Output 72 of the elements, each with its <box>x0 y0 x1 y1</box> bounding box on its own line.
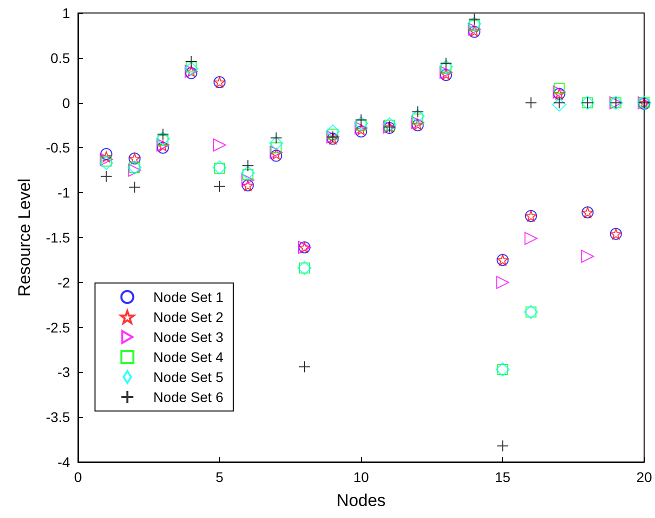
point <box>99 156 114 170</box>
point <box>240 166 255 180</box>
point <box>214 180 226 192</box>
y-tick-label: -3.5 <box>46 409 70 426</box>
point <box>552 98 566 112</box>
point <box>184 62 198 76</box>
point <box>270 132 282 144</box>
point <box>156 142 169 154</box>
point <box>355 114 368 126</box>
y-tick-label: -2 <box>58 274 70 290</box>
point <box>185 55 198 68</box>
point <box>100 148 112 160</box>
legend-label: Node Set 2 <box>153 309 224 325</box>
y-tick-label: -0.5 <box>46 140 70 156</box>
point <box>496 276 510 289</box>
legend-label: Node Set 5 <box>153 369 224 385</box>
y-tick-label: -2.5 <box>46 319 70 336</box>
point <box>496 440 509 452</box>
point <box>270 150 282 162</box>
x-tick-label: 20 <box>636 469 652 485</box>
point <box>242 169 254 180</box>
legend-label: Node Set 3 <box>153 329 224 345</box>
point <box>156 132 170 146</box>
point <box>156 128 169 140</box>
point <box>412 113 424 124</box>
point <box>412 106 424 118</box>
point <box>553 96 566 109</box>
y-axis-title: Resource Level <box>15 178 34 297</box>
x-tick-label: 5 <box>216 469 224 485</box>
legend-label: Node Set 1 <box>153 289 224 305</box>
y-tick-label: 0 <box>62 94 70 111</box>
legend-label: Node Set 6 <box>153 389 224 405</box>
point <box>128 164 142 177</box>
x-axis-title: Nodes <box>336 491 386 510</box>
point <box>128 181 141 194</box>
point <box>468 13 480 26</box>
point <box>241 174 254 187</box>
point <box>524 232 538 245</box>
point <box>382 117 396 132</box>
point <box>326 124 340 139</box>
point <box>440 57 452 70</box>
point <box>355 126 368 138</box>
point <box>213 138 226 152</box>
y-tick-label: -4 <box>58 454 70 470</box>
x-tick-label: 10 <box>353 469 370 485</box>
point <box>354 116 368 130</box>
point <box>581 250 594 263</box>
y-tick-label: -1 <box>58 184 70 201</box>
point <box>100 152 113 166</box>
x-tick-label: 0 <box>74 469 82 485</box>
point <box>185 67 198 80</box>
point <box>242 160 254 172</box>
point <box>298 360 310 373</box>
point <box>212 160 227 174</box>
point <box>186 61 197 72</box>
point <box>410 109 425 124</box>
y-tick-label: -1.5 <box>46 230 70 246</box>
point <box>468 20 480 32</box>
point <box>270 148 282 160</box>
point <box>100 151 112 162</box>
point <box>554 82 565 94</box>
y-tick-label: 0.5 <box>50 50 70 66</box>
point <box>100 170 112 182</box>
legend-label: Node Set 4 <box>153 349 224 365</box>
x-tick-label: 15 <box>494 469 511 485</box>
point <box>269 136 284 150</box>
y-tick-label: 1 <box>62 5 70 21</box>
point <box>270 142 282 154</box>
y-tick-label: -3 <box>58 364 70 380</box>
point <box>356 124 367 136</box>
point <box>524 96 537 109</box>
point <box>467 16 482 31</box>
